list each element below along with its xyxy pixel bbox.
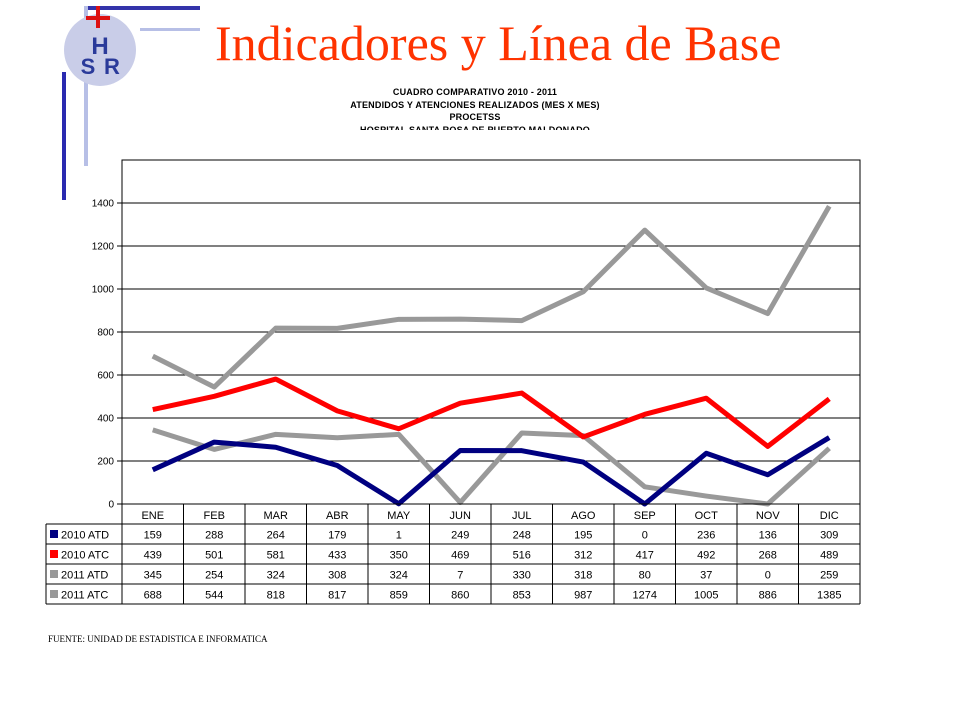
data-label: 249 <box>451 530 469 542</box>
data-label: 501 <box>205 550 223 562</box>
category-label: ABR <box>326 510 349 522</box>
category-label: JUN <box>450 510 471 522</box>
data-label: 516 <box>513 550 531 562</box>
y-tick-label: 1000 <box>92 285 115 296</box>
data-label: 159 <box>144 530 162 542</box>
category-label: MAR <box>264 510 289 522</box>
source-note: FUENTE: UNIDAD DE ESTADISTICA E INFORMAT… <box>48 634 268 644</box>
series-line-2011-atc <box>151 204 832 390</box>
category-label: JUL <box>512 510 532 522</box>
legend-swatch <box>50 530 58 538</box>
chart-title-line-3: PROCETSS <box>449 112 501 122</box>
data-label: 309 <box>820 530 838 542</box>
data-label: 312 <box>574 550 592 562</box>
category-label: DIC <box>820 510 839 522</box>
data-label: 7 <box>457 570 463 582</box>
data-label: 80 <box>639 570 651 582</box>
data-label: 886 <box>759 590 777 602</box>
legend-swatch <box>50 590 58 598</box>
data-label: 37 <box>700 570 712 582</box>
y-tick-label: 1200 <box>92 242 115 253</box>
data-label: 853 <box>513 590 531 602</box>
data-label: 417 <box>636 550 654 562</box>
data-label: 818 <box>267 590 285 602</box>
y-tick-label: 1400 <box>92 199 115 210</box>
legend-label: 2010 ATC <box>61 550 109 562</box>
data-label: 469 <box>451 550 469 562</box>
category-label: NOV <box>756 510 781 522</box>
data-label: 581 <box>267 550 285 562</box>
data-label: 439 <box>144 550 162 562</box>
legend-swatch <box>50 550 58 558</box>
data-label: 318 <box>574 570 592 582</box>
y-tick-label: 800 <box>97 328 114 339</box>
hospital-logo: H S R <box>62 6 200 200</box>
data-label: 254 <box>205 570 223 582</box>
chart-title-line-2: ATENDIDOS Y ATENCIONES REALIZADOS (MES X… <box>350 99 600 110</box>
legend-label: 2010 ATD <box>61 530 109 542</box>
category-label: AGO <box>571 510 596 522</box>
slide-title: Indicadores y Línea de Base <box>215 15 782 71</box>
data-label: 1385 <box>817 590 841 602</box>
legend-label: 2011 ATD <box>61 570 108 582</box>
category-label: MAY <box>387 510 411 522</box>
data-label: 259 <box>820 570 838 582</box>
data-label: 817 <box>328 590 346 602</box>
data-label: 987 <box>574 590 592 602</box>
data-label: 136 <box>759 530 777 542</box>
data-label: 433 <box>328 550 346 562</box>
data-label: 544 <box>205 590 223 602</box>
svg-text:S: S <box>81 54 96 79</box>
category-label: ENE <box>141 510 164 522</box>
series-line-2011-atd <box>151 427 831 507</box>
data-label: 324 <box>390 570 408 582</box>
data-label: 345 <box>144 570 162 582</box>
plot-top-mask <box>121 130 899 160</box>
data-label: 264 <box>267 530 285 542</box>
data-label: 195 <box>574 530 592 542</box>
chart-title-line-1: CUADRO COMPARATIVO 2010 - 2011 <box>392 87 558 97</box>
data-label: 860 <box>451 590 469 602</box>
data-label: 248 <box>513 530 531 542</box>
data-label: 324 <box>267 570 285 582</box>
chart-title-line-4: HOSPITAL SANTA ROSA DE PUERTO MALDONADO <box>360 124 590 135</box>
category-label: OCT <box>695 510 719 522</box>
series-line-2010-atc <box>152 376 831 449</box>
y-tick-label: 0 <box>108 500 114 511</box>
svg-text:R: R <box>104 54 120 79</box>
data-label: 288 <box>205 530 223 542</box>
data-label: 330 <box>513 570 531 582</box>
data-label: 0 <box>642 530 648 542</box>
data-label: 492 <box>697 550 715 562</box>
svg-text:H: H <box>91 33 108 60</box>
data-label: 308 <box>328 570 346 582</box>
data-label: 268 <box>759 550 777 562</box>
data-label: 1005 <box>694 590 718 602</box>
y-tick-label: 200 <box>97 457 114 468</box>
category-label: FEB <box>204 510 225 522</box>
data-label: 489 <box>820 550 838 562</box>
series-line-2010-atd <box>151 435 831 507</box>
data-label: 179 <box>328 530 346 542</box>
y-tick-label: 400 <box>97 414 114 425</box>
data-label: 859 <box>390 590 408 602</box>
y-tick-label: 600 <box>97 371 114 382</box>
data-label: 236 <box>697 530 715 542</box>
category-label: SEP <box>634 510 656 522</box>
legend-label: 2011 ATC <box>61 590 108 602</box>
data-label: 1274 <box>633 590 657 602</box>
data-label: 0 <box>765 570 771 582</box>
chart-title: CUADRO COMPARATIVO 2010 - 2011 ATENDIDOS… <box>290 86 660 136</box>
data-label: 1 <box>396 530 402 542</box>
data-label: 688 <box>144 590 162 602</box>
legend-swatch <box>50 570 58 578</box>
data-label: 350 <box>390 550 408 562</box>
